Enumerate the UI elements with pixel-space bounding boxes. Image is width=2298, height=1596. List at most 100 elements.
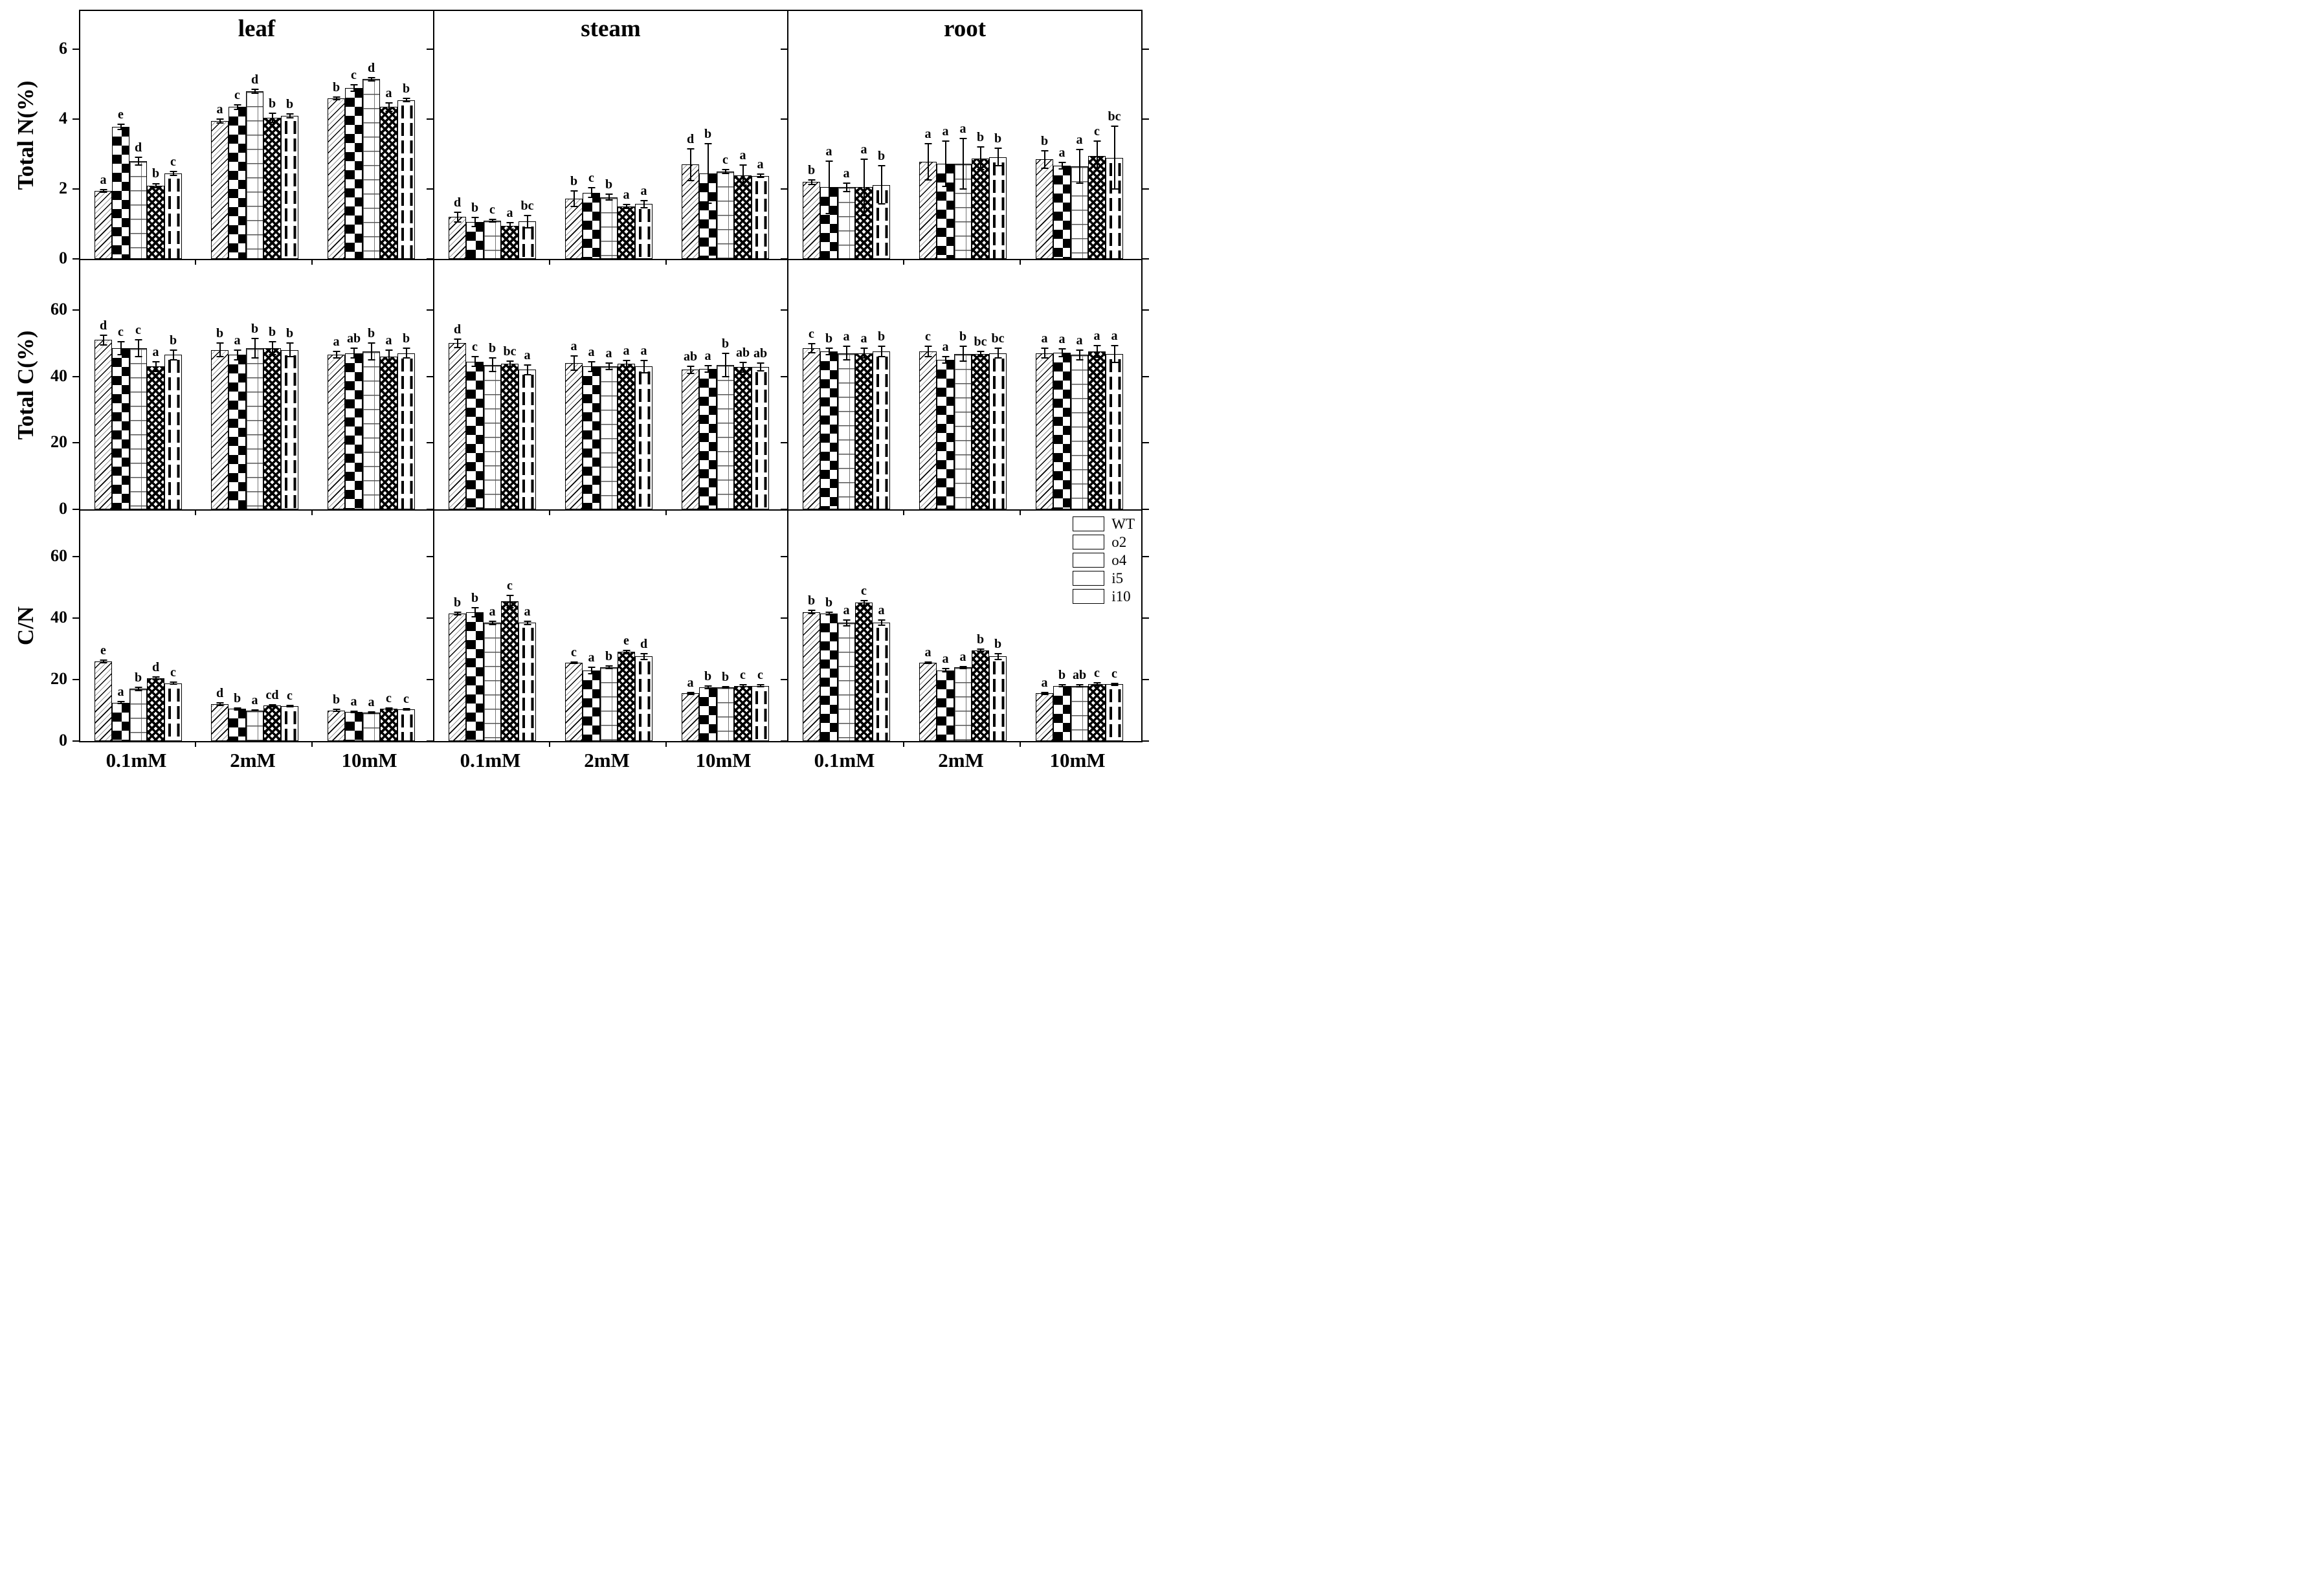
error-bar — [388, 102, 390, 111]
x-category-label: 0.1mM — [814, 749, 875, 771]
error-bar — [172, 682, 174, 685]
x-tick-mark — [665, 259, 667, 265]
bar-slot-i10: c — [752, 511, 769, 741]
bar-group-0.1mM: d b c a bc — [449, 11, 536, 259]
significance-letter: b — [807, 593, 816, 608]
bar-i10-2mM — [635, 656, 653, 741]
bar-o2-10mM — [699, 173, 717, 259]
error-bar — [1096, 345, 1098, 358]
significance-letter: d — [453, 195, 462, 210]
legend-item-o4: o4 — [1073, 553, 1135, 568]
significance-letter: a — [1041, 331, 1048, 346]
bar-o2-2mM — [229, 107, 246, 259]
error-bar — [1078, 349, 1080, 360]
error-bar — [828, 161, 830, 214]
bar-slot-o2: b — [466, 511, 484, 741]
significance-letter: c — [861, 583, 867, 598]
bar-i10-0.1mM — [519, 370, 536, 509]
bar-slot-i10: b — [397, 11, 415, 259]
error-bar — [979, 351, 981, 357]
bar-slot-i10: a — [519, 511, 536, 741]
bar-slot-o2: b — [699, 511, 717, 741]
bar-group-0.1mM: d c b bc a — [449, 260, 536, 509]
bar-slot-i5: a — [734, 11, 752, 259]
bar-slot-i10: a — [873, 511, 890, 741]
bar-o4-0.1mM — [129, 689, 147, 741]
significance-letter: b — [704, 127, 712, 141]
error-bar — [927, 144, 929, 181]
bar-slot-wt: a — [211, 11, 229, 259]
bar-slot-o2: c — [112, 260, 129, 509]
significance-letter: c — [472, 339, 478, 354]
bar-i10-2mM — [635, 204, 653, 259]
significance-letter: a — [1076, 333, 1083, 348]
bar-slot-i5: b — [263, 11, 281, 259]
bar-slot-i10: d — [635, 511, 653, 741]
x-tick-mark — [902, 509, 904, 515]
panel-title-root: root — [943, 16, 987, 42]
bar-i10-2mM — [281, 705, 298, 741]
bar-i10-10mM — [1106, 353, 1123, 509]
significance-letter: cd — [265, 688, 279, 702]
significance-letter: bc — [991, 331, 1005, 346]
bar-wt-0.1mM — [803, 612, 820, 741]
y-tick-mark — [781, 740, 788, 742]
bar-wt-0.1mM — [803, 182, 820, 259]
significance-letter: b — [471, 201, 479, 216]
x-category-label: 0.1mM — [460, 749, 521, 771]
significance-letter: c — [588, 170, 594, 185]
error-bar — [625, 205, 627, 208]
error-bar — [335, 709, 337, 711]
significance-letter: a — [368, 694, 375, 709]
bar-slot-o2: a — [345, 511, 363, 741]
x-tick-mark — [311, 259, 313, 265]
significance-letter: a — [704, 348, 711, 363]
bar-slot-i5: b — [972, 11, 989, 259]
bar-slot-i10: c — [164, 11, 182, 259]
bar-o4-0.1mM — [484, 220, 501, 259]
error-bar — [643, 653, 645, 660]
bar-slot-wt: e — [95, 511, 112, 741]
significance-letter: b — [285, 97, 294, 112]
significance-letter: e — [623, 633, 629, 648]
significance-letter: c — [1094, 666, 1100, 681]
bar-slot-o4: b — [129, 511, 147, 741]
error-bar — [573, 191, 575, 207]
significance-letter: b — [216, 326, 224, 341]
significance-letter: a — [570, 338, 577, 353]
significance-letter: b — [233, 691, 241, 705]
bar-slot-wt: d — [211, 511, 229, 741]
bar-slot-wt: b — [449, 511, 466, 741]
bar-slot-i5: a — [855, 260, 873, 509]
bar-wt-10mM — [682, 693, 699, 741]
significance-letter: a — [757, 157, 764, 172]
bar-i10-10mM — [397, 709, 415, 741]
y-tick-mark — [1142, 309, 1149, 311]
error-bar — [120, 702, 122, 704]
error-bar — [137, 340, 139, 357]
error-bar — [254, 89, 256, 93]
significance-letter: a — [385, 85, 392, 100]
bar-slot-o4: a — [1071, 260, 1088, 509]
bar-o4-0.1mM — [838, 623, 855, 741]
significance-letter: a — [640, 183, 647, 198]
bar-slot-o4: b — [717, 511, 734, 741]
error-bar — [405, 709, 407, 711]
legend-swatch-o2-checkerboard-icon — [1073, 535, 1105, 549]
error-bar — [759, 173, 761, 178]
bar-slot-wt: a — [682, 511, 699, 741]
error-bar — [1043, 348, 1045, 359]
bar-slot-i10: c — [1106, 511, 1123, 741]
bar-i5-2mM — [972, 158, 989, 259]
significance-letter: a — [524, 348, 531, 362]
x-tick-mark — [1019, 259, 1021, 265]
bar-wt-10mM — [1036, 159, 1053, 259]
significance-letter: c — [118, 324, 124, 339]
bar-slot-o4: a — [838, 511, 855, 741]
significance-letter: c — [1094, 124, 1100, 139]
